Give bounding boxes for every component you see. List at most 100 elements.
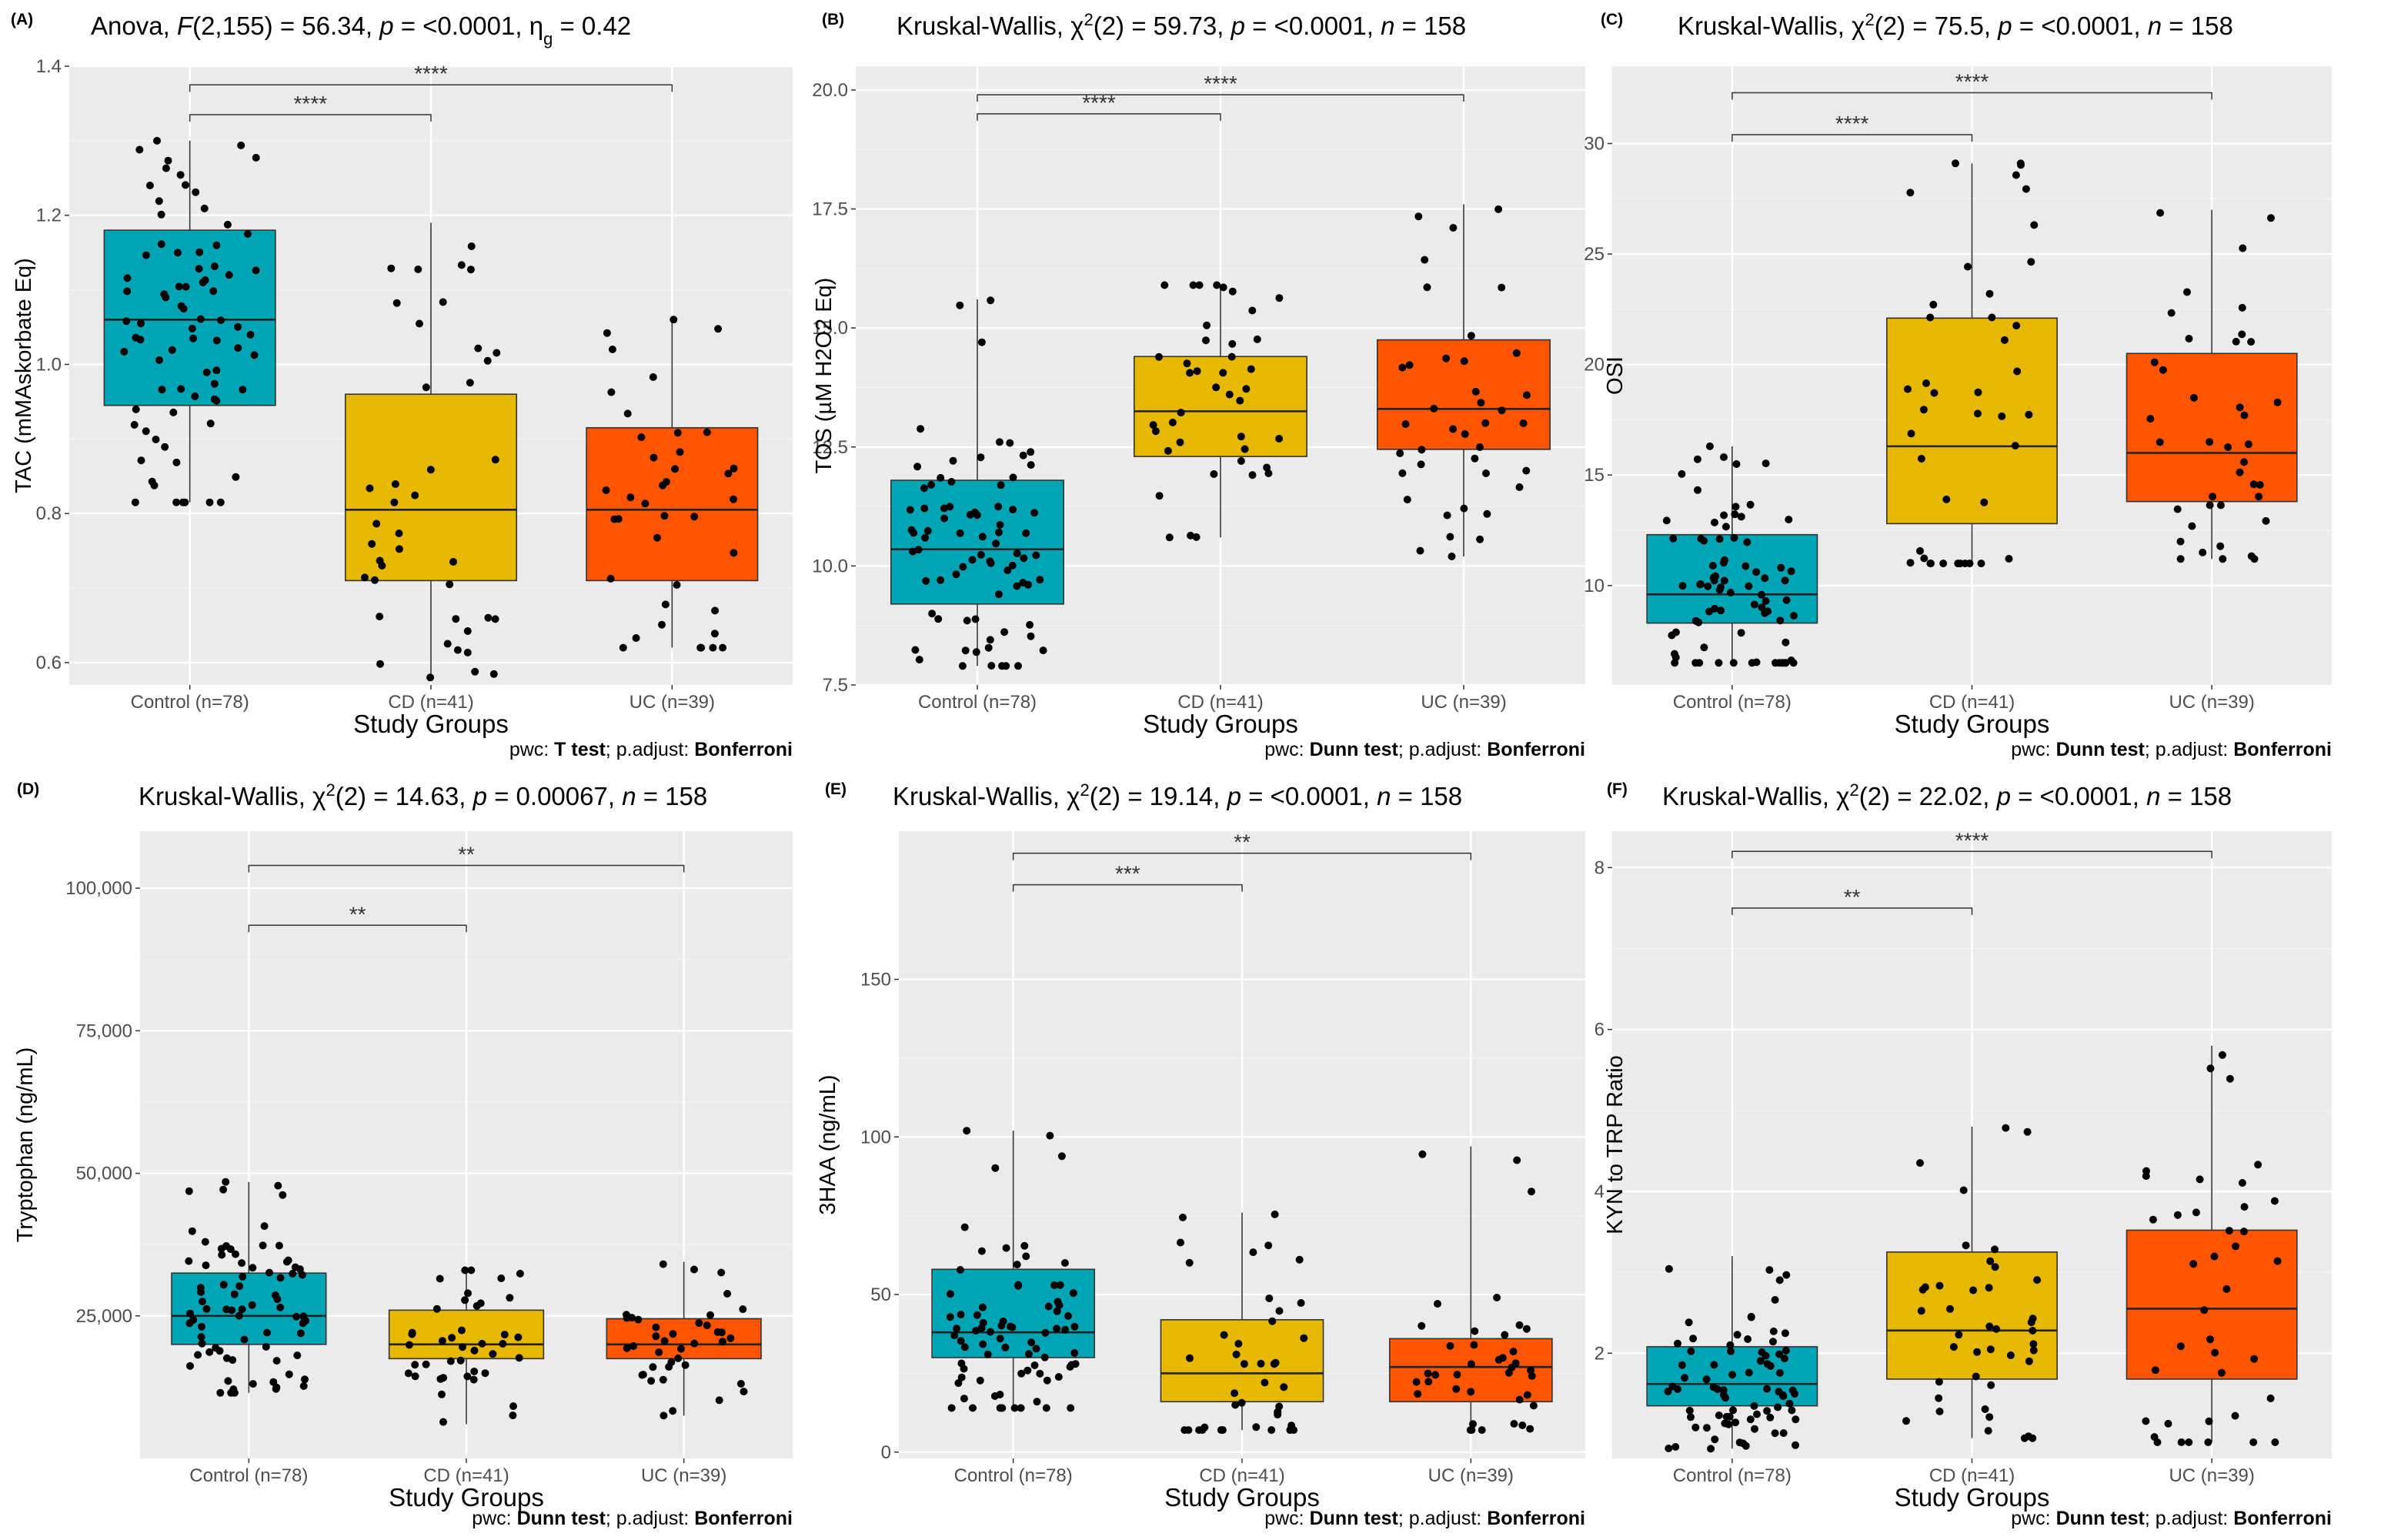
data-point: [977, 338, 986, 346]
y-tick-label: 1.2: [36, 205, 62, 226]
data-point: [973, 1311, 981, 1319]
title-n-symbol: n: [2148, 12, 2162, 40]
data-point: [2176, 555, 2185, 563]
data-point: [196, 1284, 205, 1292]
data-point: [188, 1227, 196, 1235]
data-point: [2012, 322, 2021, 330]
data-point: [1446, 533, 1454, 541]
data-point: [1726, 589, 1735, 596]
data-point: [457, 261, 466, 269]
data-point: [1416, 546, 1424, 555]
data-point: [1295, 1255, 1304, 1264]
data-point: [1424, 1369, 1432, 1378]
data-point: [1710, 1361, 1718, 1369]
box-control: [103, 229, 276, 406]
data-point: [914, 546, 923, 554]
data-point: [2238, 303, 2246, 312]
caption-test-method: Dunn test: [517, 1508, 606, 1529]
data-point: [2270, 1197, 2279, 1205]
data-point: [1969, 1286, 1978, 1294]
data-point: [199, 279, 207, 286]
data-point: [1020, 554, 1028, 563]
data-point: [619, 643, 627, 652]
data-point: [710, 630, 719, 638]
data-point: [1027, 448, 1035, 456]
x-tick-label: UC (n=39): [2169, 692, 2254, 713]
data-point: [940, 504, 948, 513]
data-point: [1242, 385, 1251, 393]
data-point: [1782, 596, 1791, 604]
data-point: [438, 1337, 446, 1345]
data-point: [1985, 1284, 1993, 1292]
data-point: [260, 1222, 269, 1231]
title-df: (2) = 75.5,: [1875, 12, 1999, 40]
data-point: [996, 521, 1004, 529]
data-point: [1261, 1378, 1269, 1387]
data-point: [1468, 1426, 1476, 1435]
data-point: [153, 136, 161, 145]
data-point: [2176, 1342, 2185, 1351]
data-point: [274, 1181, 282, 1190]
data-point: [2022, 185, 2030, 193]
data-point: [1176, 438, 1184, 446]
data-point: [1212, 383, 1221, 392]
caption-prefix: pwc:: [2011, 1508, 2055, 1529]
data-point: [1257, 1359, 1265, 1368]
data-point: [1155, 352, 1163, 361]
data-point: [956, 301, 964, 309]
caption-sep: ; p.adjust:: [2145, 739, 2233, 760]
caption-prefix: pwc:: [1264, 1508, 1309, 1529]
data-point: [404, 1369, 412, 1378]
data-point: [667, 1358, 676, 1366]
data-point: [1183, 359, 1191, 368]
data-point: [263, 1328, 271, 1337]
data-point: [248, 1301, 256, 1309]
data-point: [1218, 1426, 1227, 1435]
title-test: Kruskal-Wallis,: [897, 12, 1070, 40]
data-point: [1013, 550, 1021, 558]
data-point: [205, 1348, 214, 1356]
data-point: [1248, 306, 1257, 315]
data-point: [1906, 559, 1915, 567]
data-point: [2142, 1417, 2150, 1425]
data-point: [1247, 365, 1255, 373]
data-point: [661, 600, 670, 609]
data-point: [1939, 560, 1948, 568]
panel-letter: (B): [822, 11, 844, 28]
data-point: [123, 274, 132, 282]
data-point: [1776, 616, 1785, 625]
data-point: [1064, 1311, 1072, 1320]
data-point: [1952, 159, 1959, 168]
data-point: [1737, 513, 1745, 521]
data-point: [390, 498, 399, 506]
data-point: [1237, 433, 1245, 441]
data-point: [961, 646, 970, 655]
data-point: [289, 1269, 297, 1278]
data-point: [1954, 560, 1962, 568]
data-point: [2030, 221, 2039, 229]
data-point: [1745, 582, 1753, 590]
data-point: [372, 519, 381, 528]
data-point: [1510, 1420, 1518, 1428]
data-point: [1707, 1445, 1715, 1453]
data-point: [1036, 1369, 1044, 1378]
data-point: [228, 1306, 236, 1315]
data-point: [1234, 1340, 1243, 1348]
data-point: [218, 1251, 226, 1259]
data-point: [172, 458, 181, 466]
data-point: [1219, 283, 1227, 292]
data-point: [240, 1335, 249, 1344]
y-tick-label: 1.4: [36, 56, 62, 77]
data-point: [1160, 281, 1169, 289]
data-point: [1414, 1390, 1422, 1398]
data-point: [1476, 535, 1484, 543]
data-point: [192, 188, 200, 196]
data-point: [2146, 415, 2155, 423]
data-point: [1737, 629, 1745, 637]
box-cd: [1886, 317, 2058, 525]
data-point: [977, 550, 985, 559]
data-point: [463, 1372, 472, 1381]
title-superscript: 2: [1080, 780, 1089, 800]
data-point: [1721, 523, 1730, 531]
data-point: [608, 346, 616, 353]
